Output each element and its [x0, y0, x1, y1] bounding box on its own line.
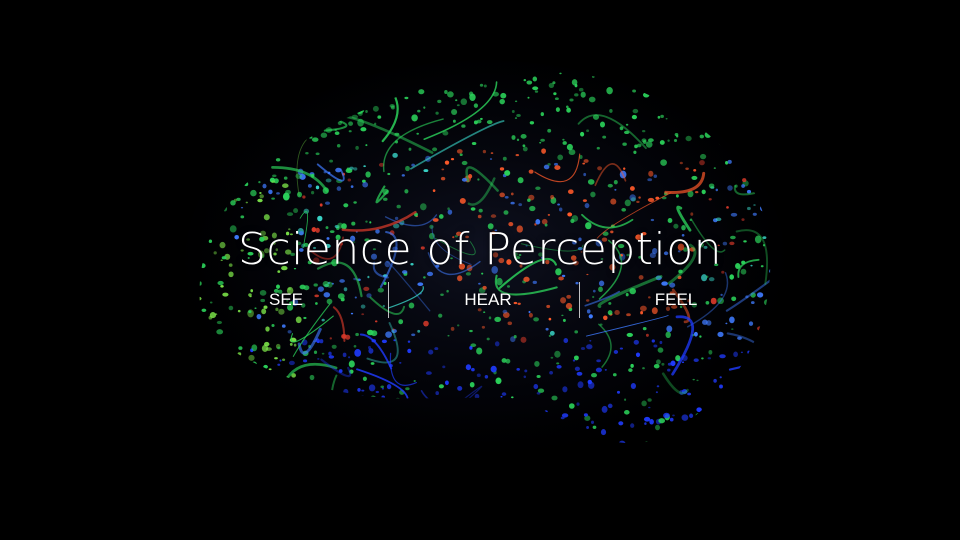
nav-link-feel[interactable]: FEEL — [654, 290, 698, 309]
page-title: Science of Perception — [237, 224, 723, 275]
brain-glow — [185, 60, 785, 460]
nav-divider — [388, 282, 389, 318]
perception-nav: SEE HEAR FEEL — [196, 282, 776, 318]
nav-divider — [579, 282, 580, 318]
nav-link-see[interactable]: SEE — [268, 290, 304, 309]
nav-link-hear[interactable]: HEAR — [464, 290, 512, 309]
